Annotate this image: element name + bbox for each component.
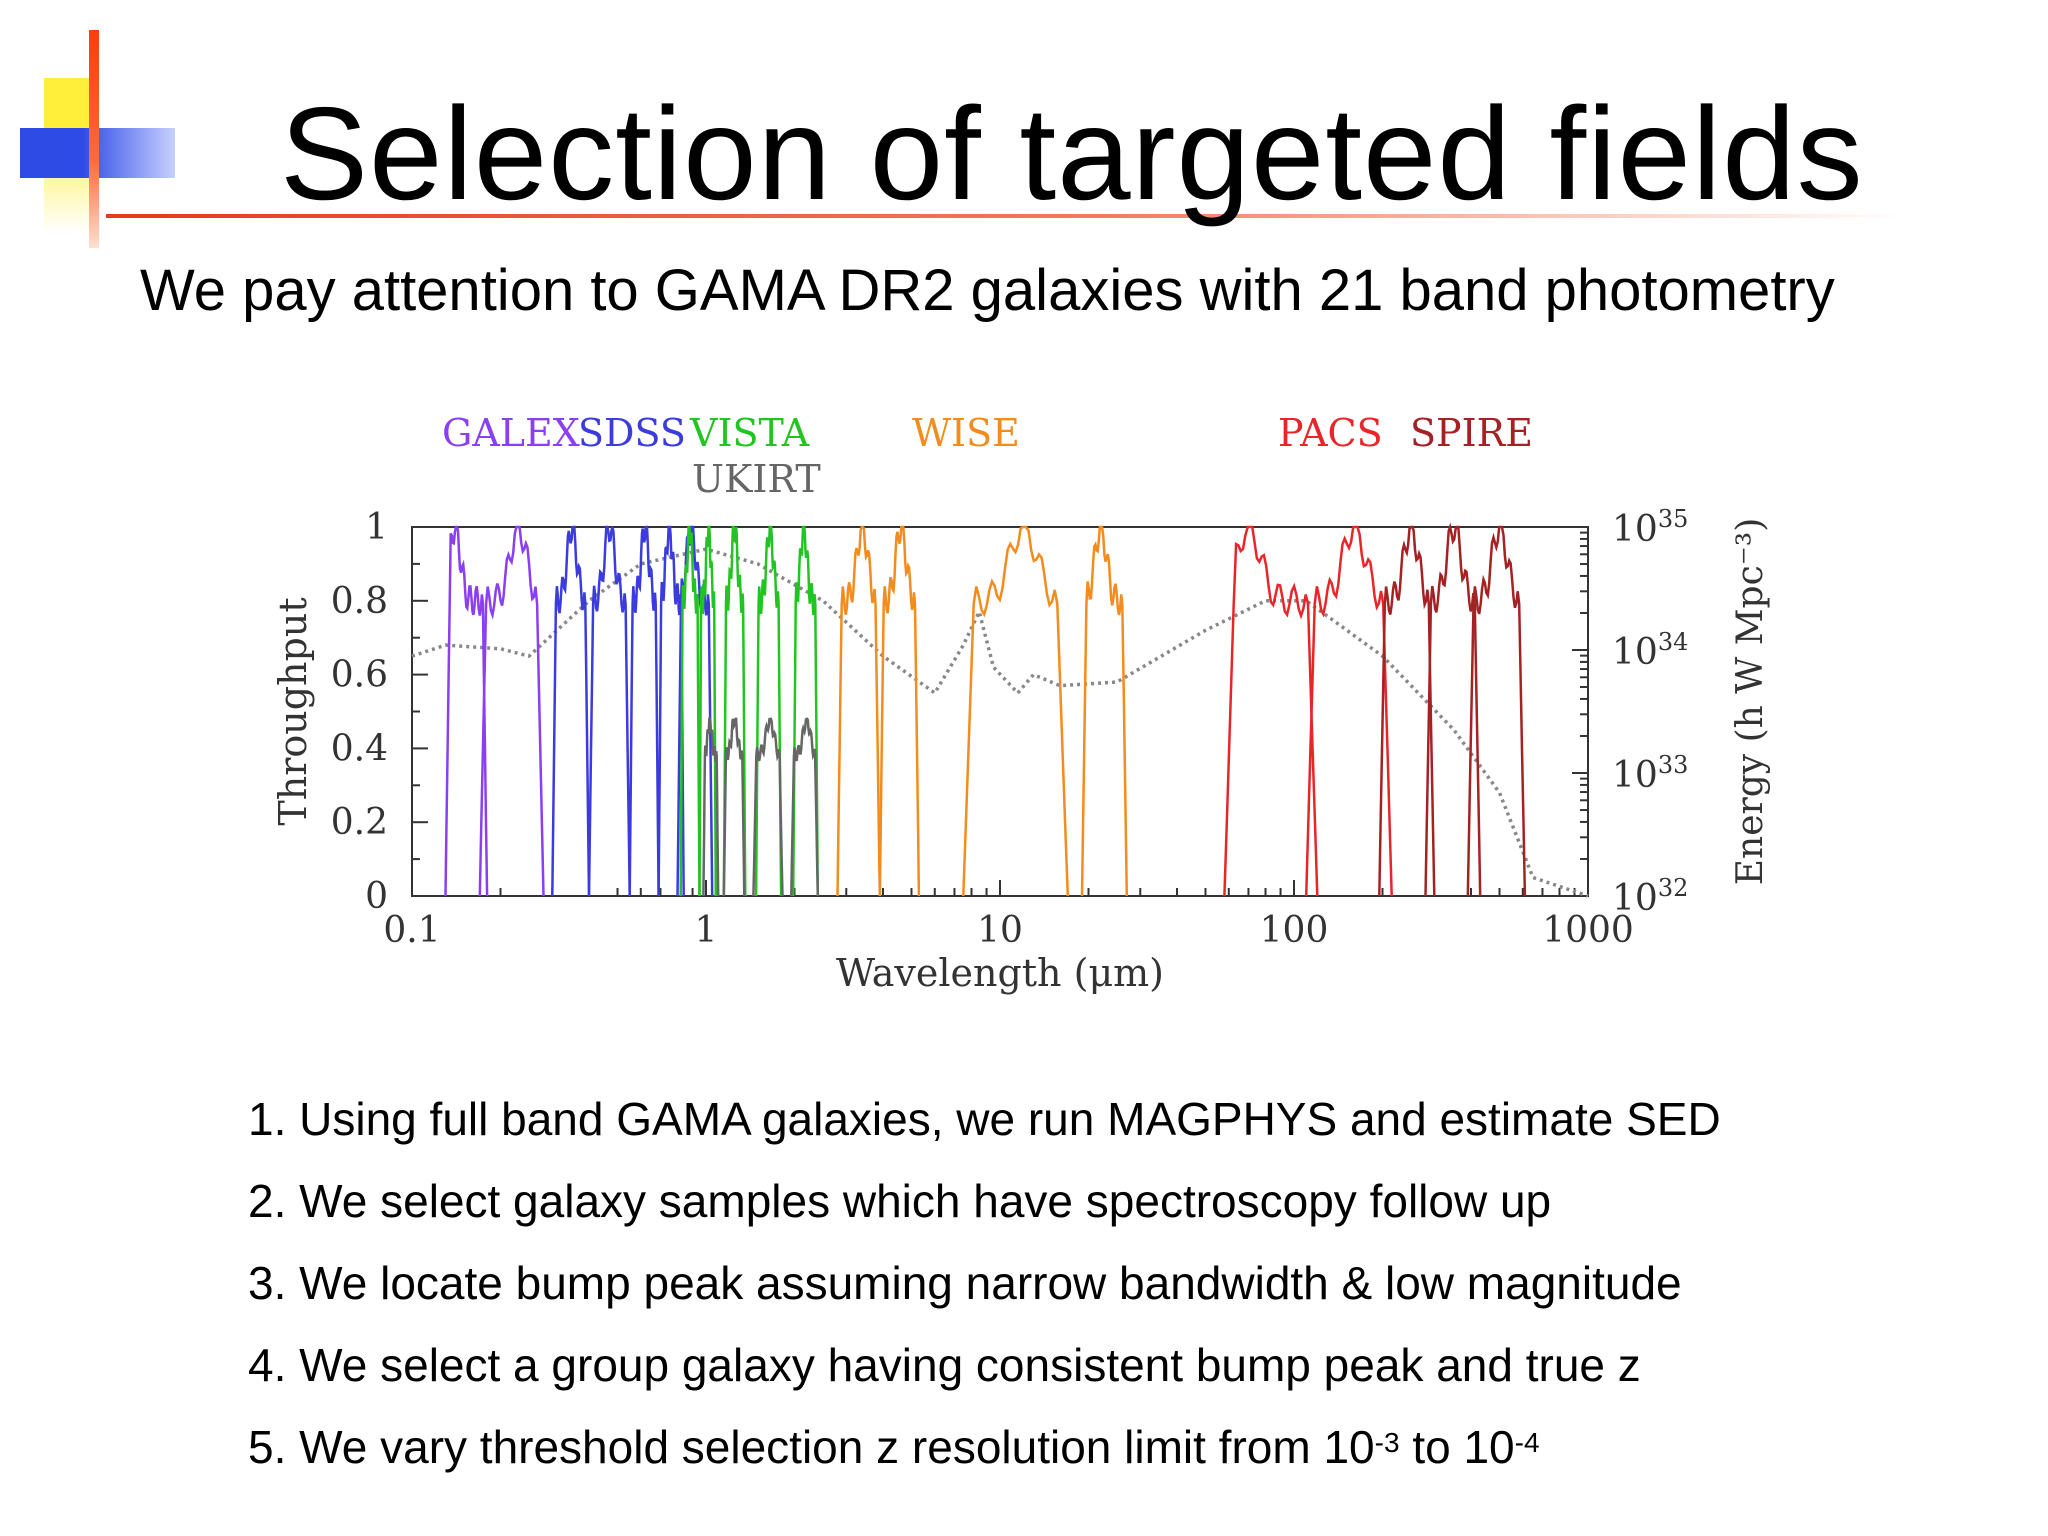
step-item: 1. Using full band GAMA galaxies, we run… — [248, 1093, 1721, 1145]
band-wise-3 — [962, 525, 1070, 897]
band-ukirt-4 — [790, 717, 820, 897]
band-pacs-2 — [1304, 525, 1393, 897]
legend-spire: SPIRE — [1410, 411, 1533, 455]
band-spire-3 — [1466, 525, 1527, 897]
band-vista-2 — [698, 525, 718, 897]
x-tick-label: 1000 — [1542, 910, 1634, 951]
legend-pacs: PACS — [1278, 411, 1383, 455]
title-underline — [106, 214, 1906, 218]
band-galex-1 — [444, 525, 489, 897]
y-axis-label: Throughput — [271, 597, 315, 825]
legend-wise: WISE — [912, 411, 1020, 455]
x-tick-label: 0.1 — [383, 910, 440, 951]
band-spire-2 — [1424, 522, 1482, 897]
band-ukirt-1 — [702, 717, 720, 897]
band-ukirt-3 — [752, 717, 784, 897]
band-sdss-1 — [551, 525, 591, 897]
deco-red-vertical — [89, 30, 99, 248]
slide-title: Selection of targeted fields — [280, 80, 1864, 227]
y-tick-label: 0 — [365, 876, 388, 917]
band-wise-2 — [878, 525, 921, 897]
band-spire-1 — [1378, 525, 1436, 897]
band-vista-5 — [791, 525, 820, 897]
x-axis-label: Wavelength (μm) — [836, 951, 1164, 995]
step-item: 2. We select galaxy samples which have s… — [248, 1175, 1552, 1227]
steps-list: 1. Using full band GAMA galaxies, we run… — [248, 1078, 1721, 1488]
band-wise-1 — [836, 525, 882, 897]
y2-tick-label: 1035 — [1612, 505, 1688, 550]
x-tick-label: 100 — [1260, 910, 1329, 951]
band-pacs-1 — [1223, 525, 1319, 897]
band-vista-1 — [679, 525, 701, 897]
band-ukirt-2 — [722, 717, 746, 897]
band-vista-4 — [754, 525, 783, 897]
y-tick-label: 0.4 — [331, 728, 388, 769]
step-item: 4. We select a group galaxy having consi… — [248, 1339, 1641, 1391]
legend-galex: GALEX — [442, 411, 580, 455]
y2-tick-label: 1033 — [1612, 751, 1688, 796]
filter-throughput-chart: 0.1 1 10 100 1000 0 0.2 0.4 0.6 0.8 1 1032 1033 1034 1… — [271, 411, 1771, 995]
slide-subtitle: We pay attention to GAMA DR2 galaxies wi… — [140, 258, 1835, 323]
y2-tick-label: 1034 — [1612, 628, 1688, 673]
band-sdss-3 — [628, 525, 660, 897]
step-item: 3. We locate bump peak assuming narrow b… — [248, 1257, 1682, 1309]
legend-ukirt: UKIRT — [692, 457, 821, 501]
band-sdss-4 — [657, 525, 685, 897]
y2-tick-label: 1032 — [1612, 874, 1688, 919]
x-tick-label: 10 — [977, 910, 1023, 951]
y-tick-label: 0.8 — [331, 581, 388, 622]
y-tick-label: 1 — [365, 507, 388, 548]
y-tick-label: 0.6 — [331, 655, 388, 696]
deco-yellow-fade — [44, 178, 92, 233]
band-wise-4 — [1080, 525, 1129, 897]
band-galex-2 — [478, 525, 545, 897]
y2-axis-label: Energy (h W Mpc⁻³) — [1730, 518, 1771, 885]
band-sdss-2 — [587, 525, 631, 897]
x-tick-label: 1 — [695, 910, 718, 951]
legend-vista: VISTA — [689, 411, 810, 455]
band-vista-3 — [722, 525, 747, 897]
legend-sdss: SDSS — [578, 411, 686, 455]
y-tick-label: 0.2 — [331, 802, 388, 843]
step-item: 5. We vary threshold selection z resolut… — [248, 1421, 1540, 1473]
